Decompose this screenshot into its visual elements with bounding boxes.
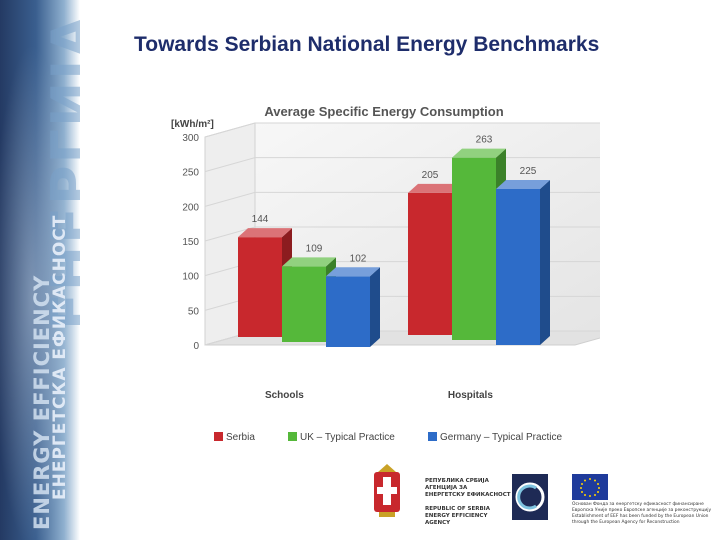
y-tick-label: 100 xyxy=(182,272,199,283)
data-label: 225 xyxy=(520,166,537,177)
bar-front xyxy=(238,237,282,337)
bar-top xyxy=(326,267,380,277)
serbia-coat-of-arms-logo xyxy=(374,464,400,517)
y-tick-label: 50 xyxy=(188,306,200,317)
gridline xyxy=(204,122,600,138)
bar-hospitals-3 xyxy=(496,180,550,345)
bar-front xyxy=(326,276,370,347)
legend-label: Germany – Typical Practice xyxy=(440,432,563,443)
category-label-hospitals: Hospitals xyxy=(448,390,493,401)
y-tick-label: 150 xyxy=(182,237,199,248)
eu-funding-text: Основан Фонда за енергетску ефикасност ф… xyxy=(572,502,712,525)
bar-top xyxy=(408,183,462,193)
bar-chart: 0 50 100 150 200 250 300 144 109 102 205 263 225 Sc… xyxy=(171,104,600,443)
legend-swatch xyxy=(214,432,223,441)
bar-side xyxy=(370,267,380,347)
category-labels: Schools Hospitals xyxy=(265,390,493,401)
y-tick-label: 250 xyxy=(182,168,199,179)
data-label: 263 xyxy=(476,135,493,146)
band-text-serbian: ЕНЕРГЕТСКА ЕФИКАСНОСТ xyxy=(50,214,70,500)
eu-flag-icon xyxy=(572,474,608,500)
y-tick-label: 300 xyxy=(182,133,199,144)
bar-side xyxy=(540,180,550,345)
bar-hospitals-2 xyxy=(452,148,506,340)
legend-item: Serbia xyxy=(214,432,255,443)
legend-swatch xyxy=(288,432,297,441)
y-tick-label: 0 xyxy=(193,341,199,352)
slide-title: Towards Serbian National Energy Benchmar… xyxy=(134,33,600,56)
bar-front xyxy=(282,266,326,342)
legend-item: Germany – Typical Practice xyxy=(428,432,563,443)
bar-schools-3 xyxy=(326,267,380,347)
bar-top xyxy=(496,180,550,189)
data-label: 144 xyxy=(252,214,269,225)
legend-swatch xyxy=(428,432,437,441)
energy-agency-logo xyxy=(512,474,548,520)
legend-label: UK – Typical Practice xyxy=(300,432,395,443)
bar-top xyxy=(452,148,506,158)
data-label: 109 xyxy=(306,243,323,254)
category-label-schools: Schools xyxy=(265,390,304,401)
data-label: 205 xyxy=(422,170,439,181)
legend-item: UK – Typical Practice xyxy=(288,432,395,443)
side-decorative-band: ЕНЕРГИЈА ENERGY EFFICIENCY ЕНЕРГЕТСКА ЕФ… xyxy=(0,0,80,540)
legend-label: Serbia xyxy=(226,432,255,443)
data-labels: 144 109 102 205 263 225 xyxy=(252,135,537,265)
agency-name-text: РЕПУБЛИКА СРБИЈА АГЕНЦИЈА ЗА ЕНЕРГЕТСКУ … xyxy=(425,478,511,526)
chart-title: Average Specific Energy Consumption xyxy=(264,104,503,119)
band-glow xyxy=(0,0,80,540)
bar-front xyxy=(496,189,540,345)
y-axis-ticks: 0 50 100 150 200 250 300 xyxy=(182,133,199,352)
y-axis-label: [kWh/m²] xyxy=(171,119,214,130)
data-label: 102 xyxy=(350,253,367,264)
bar-top xyxy=(282,257,336,267)
chart-legend: Serbia UK – Typical Practice Germany – Typ… xyxy=(214,432,563,443)
y-tick-label: 200 xyxy=(182,202,199,213)
bar-front xyxy=(452,157,496,340)
bar-front xyxy=(408,192,452,335)
bar-top xyxy=(238,228,292,238)
chart-bars xyxy=(238,148,550,347)
